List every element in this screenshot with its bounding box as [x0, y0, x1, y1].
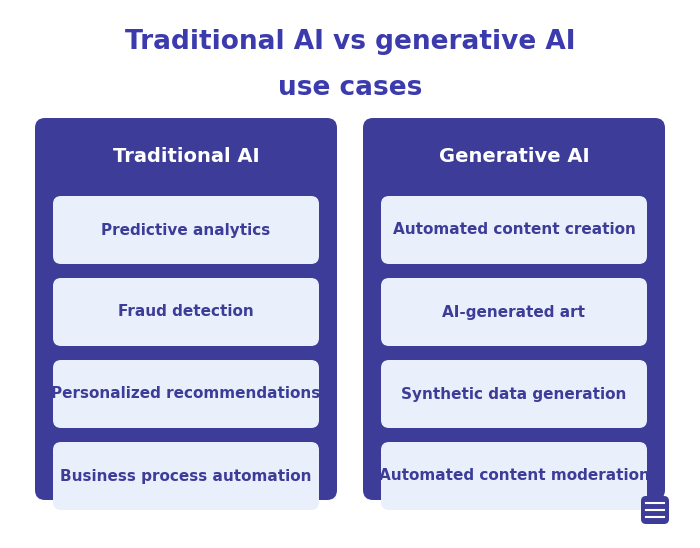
Text: Business process automation: Business process automation [60, 469, 312, 483]
Text: Traditional AI vs generative AI: Traditional AI vs generative AI [125, 29, 575, 55]
FancyBboxPatch shape [53, 360, 319, 428]
FancyBboxPatch shape [381, 196, 647, 264]
Text: Personalized recommendations: Personalized recommendations [51, 386, 321, 402]
FancyBboxPatch shape [363, 118, 665, 500]
FancyBboxPatch shape [381, 442, 647, 510]
Text: Generative AI: Generative AI [439, 146, 589, 165]
FancyBboxPatch shape [53, 442, 319, 510]
Text: AI-generated art: AI-generated art [442, 305, 585, 319]
Text: Traditional AI: Traditional AI [113, 146, 259, 165]
FancyBboxPatch shape [381, 360, 647, 428]
FancyBboxPatch shape [641, 496, 669, 524]
FancyBboxPatch shape [53, 196, 319, 264]
Text: Automated content creation: Automated content creation [393, 222, 636, 237]
Text: use cases: use cases [278, 75, 422, 101]
FancyBboxPatch shape [35, 118, 337, 500]
FancyBboxPatch shape [53, 278, 319, 346]
Text: Fraud detection: Fraud detection [118, 305, 254, 319]
Text: Automated content moderation: Automated content moderation [379, 469, 650, 483]
Text: Synthetic data generation: Synthetic data generation [401, 386, 626, 402]
Text: Predictive analytics: Predictive analytics [102, 222, 271, 237]
FancyBboxPatch shape [381, 278, 647, 346]
